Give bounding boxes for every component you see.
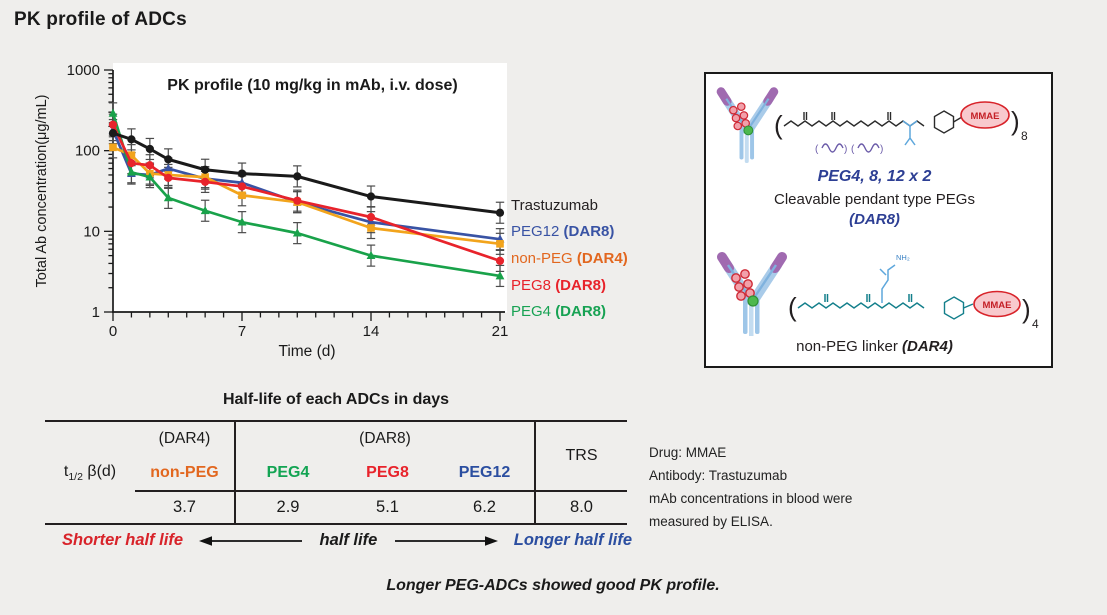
chart-title: PK profile (10 mg/kg in mAb, i.v. dose) (167, 77, 458, 94)
legend-item-trastuzumab: Trastuzumab (511, 197, 598, 214)
svg-text:14: 14 (363, 323, 380, 340)
nh2-label: NH₂ (896, 253, 910, 262)
series-peg4-dar8 (108, 108, 505, 280)
plot-area (113, 63, 507, 313)
mmae-bubble (973, 290, 1021, 318)
citrulline-sidechain (879, 264, 896, 303)
arrow-left-icon (199, 535, 303, 546)
adc-structure-panel: ( () () MMAE ) 8 (704, 72, 1053, 368)
svg-text:0: 0 (109, 323, 117, 340)
series-trastuzumab (108, 129, 505, 217)
page-title: PK profile of ADCs (14, 9, 187, 30)
column-header-nonpeg: non-PEG (135, 455, 235, 492)
column-header-peg8: PEG8 (340, 455, 435, 492)
column-header-peg4: PEG4 (234, 455, 340, 492)
row-label-halflife: t1/2 β(d) (63, 462, 117, 484)
mmae-bubble (960, 101, 1010, 129)
group-header-dar4: (DAR4) (135, 420, 235, 455)
column-header-trs: TRS (534, 420, 627, 492)
value-peg8: 5.1 (340, 491, 435, 525)
dar8-caption: (DAR8) (849, 211, 900, 228)
benzene-ring (943, 296, 965, 320)
halflife-gradient-row: Shorter half life half life Longer half … (62, 531, 632, 550)
peg-coils (821, 143, 880, 153)
svg-text:(: ( (815, 144, 819, 155)
antibody-icon (721, 92, 774, 163)
cleavable-caption: Cleavable pendant type PEGs (774, 191, 975, 208)
svg-text:21: 21 (492, 323, 509, 340)
svg-text:100: 100 (75, 143, 100, 160)
amino-acid-sidechain (902, 120, 918, 146)
svg-text:1: 1 (92, 304, 100, 321)
y-axis-label: Total Ab concentration(μg/mL) (34, 95, 50, 288)
axis-tick-labels: 1000 100 10 10 7 14 21 (67, 62, 509, 340)
legend-item-peg12: PEG12 (DAR8) (511, 223, 615, 240)
series-non-peg-dar4 (109, 143, 504, 248)
svg-text:1000: 1000 (67, 62, 100, 79)
table-corner-cell (45, 420, 135, 455)
table-title: Half-life of each ADCs in days (222, 391, 450, 408)
mmae-label: MMAE (970, 111, 999, 122)
legend-item-peg8: PEG8 (DAR8) (511, 277, 607, 294)
group-header-dar8: (DAR8) (234, 420, 535, 455)
legend-item-nonpeg: non-PEG (DAR4) (511, 250, 628, 267)
half-life-table: (DAR4) (DAR8) TRS t1/2 β(d) non-PEG PEG4… (45, 420, 627, 525)
peg-coil-parens: () () (815, 144, 883, 155)
experiment-notes: Drug: MMAE Antibody: Trastuzumab mAb con… (649, 445, 853, 529)
linker-chain (783, 112, 925, 127)
halflife-label: half life (319, 531, 378, 549)
svg-text:10: 10 (83, 223, 100, 240)
peg-variants-label: PEG4, 8, 12 x 2 (817, 168, 932, 185)
svg-text:): ) (880, 144, 883, 155)
empty-cell (45, 491, 135, 525)
antibody-icon (722, 257, 782, 336)
value-nonpeg: 3.7 (135, 491, 235, 525)
x-axis-label: Time (d) (278, 343, 335, 360)
mmae-label: MMAE (982, 300, 1011, 311)
shorter-halflife-label: Shorter half life (62, 531, 184, 549)
svg-text:7: 7 (238, 323, 246, 340)
legend-item-peg4: PEG4 (DAR8) (511, 303, 607, 320)
value-peg12: 6.2 (435, 491, 535, 525)
nonpeg-adc-structure: ( NH₂ MMAE ) 4 (712, 244, 1039, 336)
pk-line-chart: 1000 100 10 10 7 14 21 Time (d) Total Ab concent… (34, 62, 509, 360)
column-header-peg12: PEG12 (435, 455, 535, 492)
value-trs: 8.0 (534, 491, 627, 525)
svg-text:(: ( (851, 144, 855, 155)
repeat-count-4: 4 (1032, 317, 1039, 331)
arrow-right-icon (394, 535, 498, 546)
open-paren: ( (788, 292, 797, 322)
pegylated-adc-structure: ( () () MMAE ) 8 (712, 82, 1028, 172)
conclusion-text: Longer PEG-ADCs showed good PK profile. (386, 577, 720, 594)
close-paren: ) (1011, 106, 1020, 136)
benzene-ring (933, 110, 955, 134)
repeat-count-8: 8 (1021, 129, 1028, 143)
open-paren: ( (774, 110, 783, 140)
axis-ticks (104, 69, 501, 321)
longer-halflife-label: Longer half life (513, 531, 632, 549)
value-peg4: 2.9 (234, 491, 340, 525)
close-paren: ) (1022, 294, 1031, 324)
svg-text:): ) (844, 144, 847, 155)
nonpeg-caption: non-PEG linker (DAR4) (796, 338, 953, 355)
linker-chain (797, 294, 925, 309)
series-peg8-dar8 (108, 120, 505, 266)
